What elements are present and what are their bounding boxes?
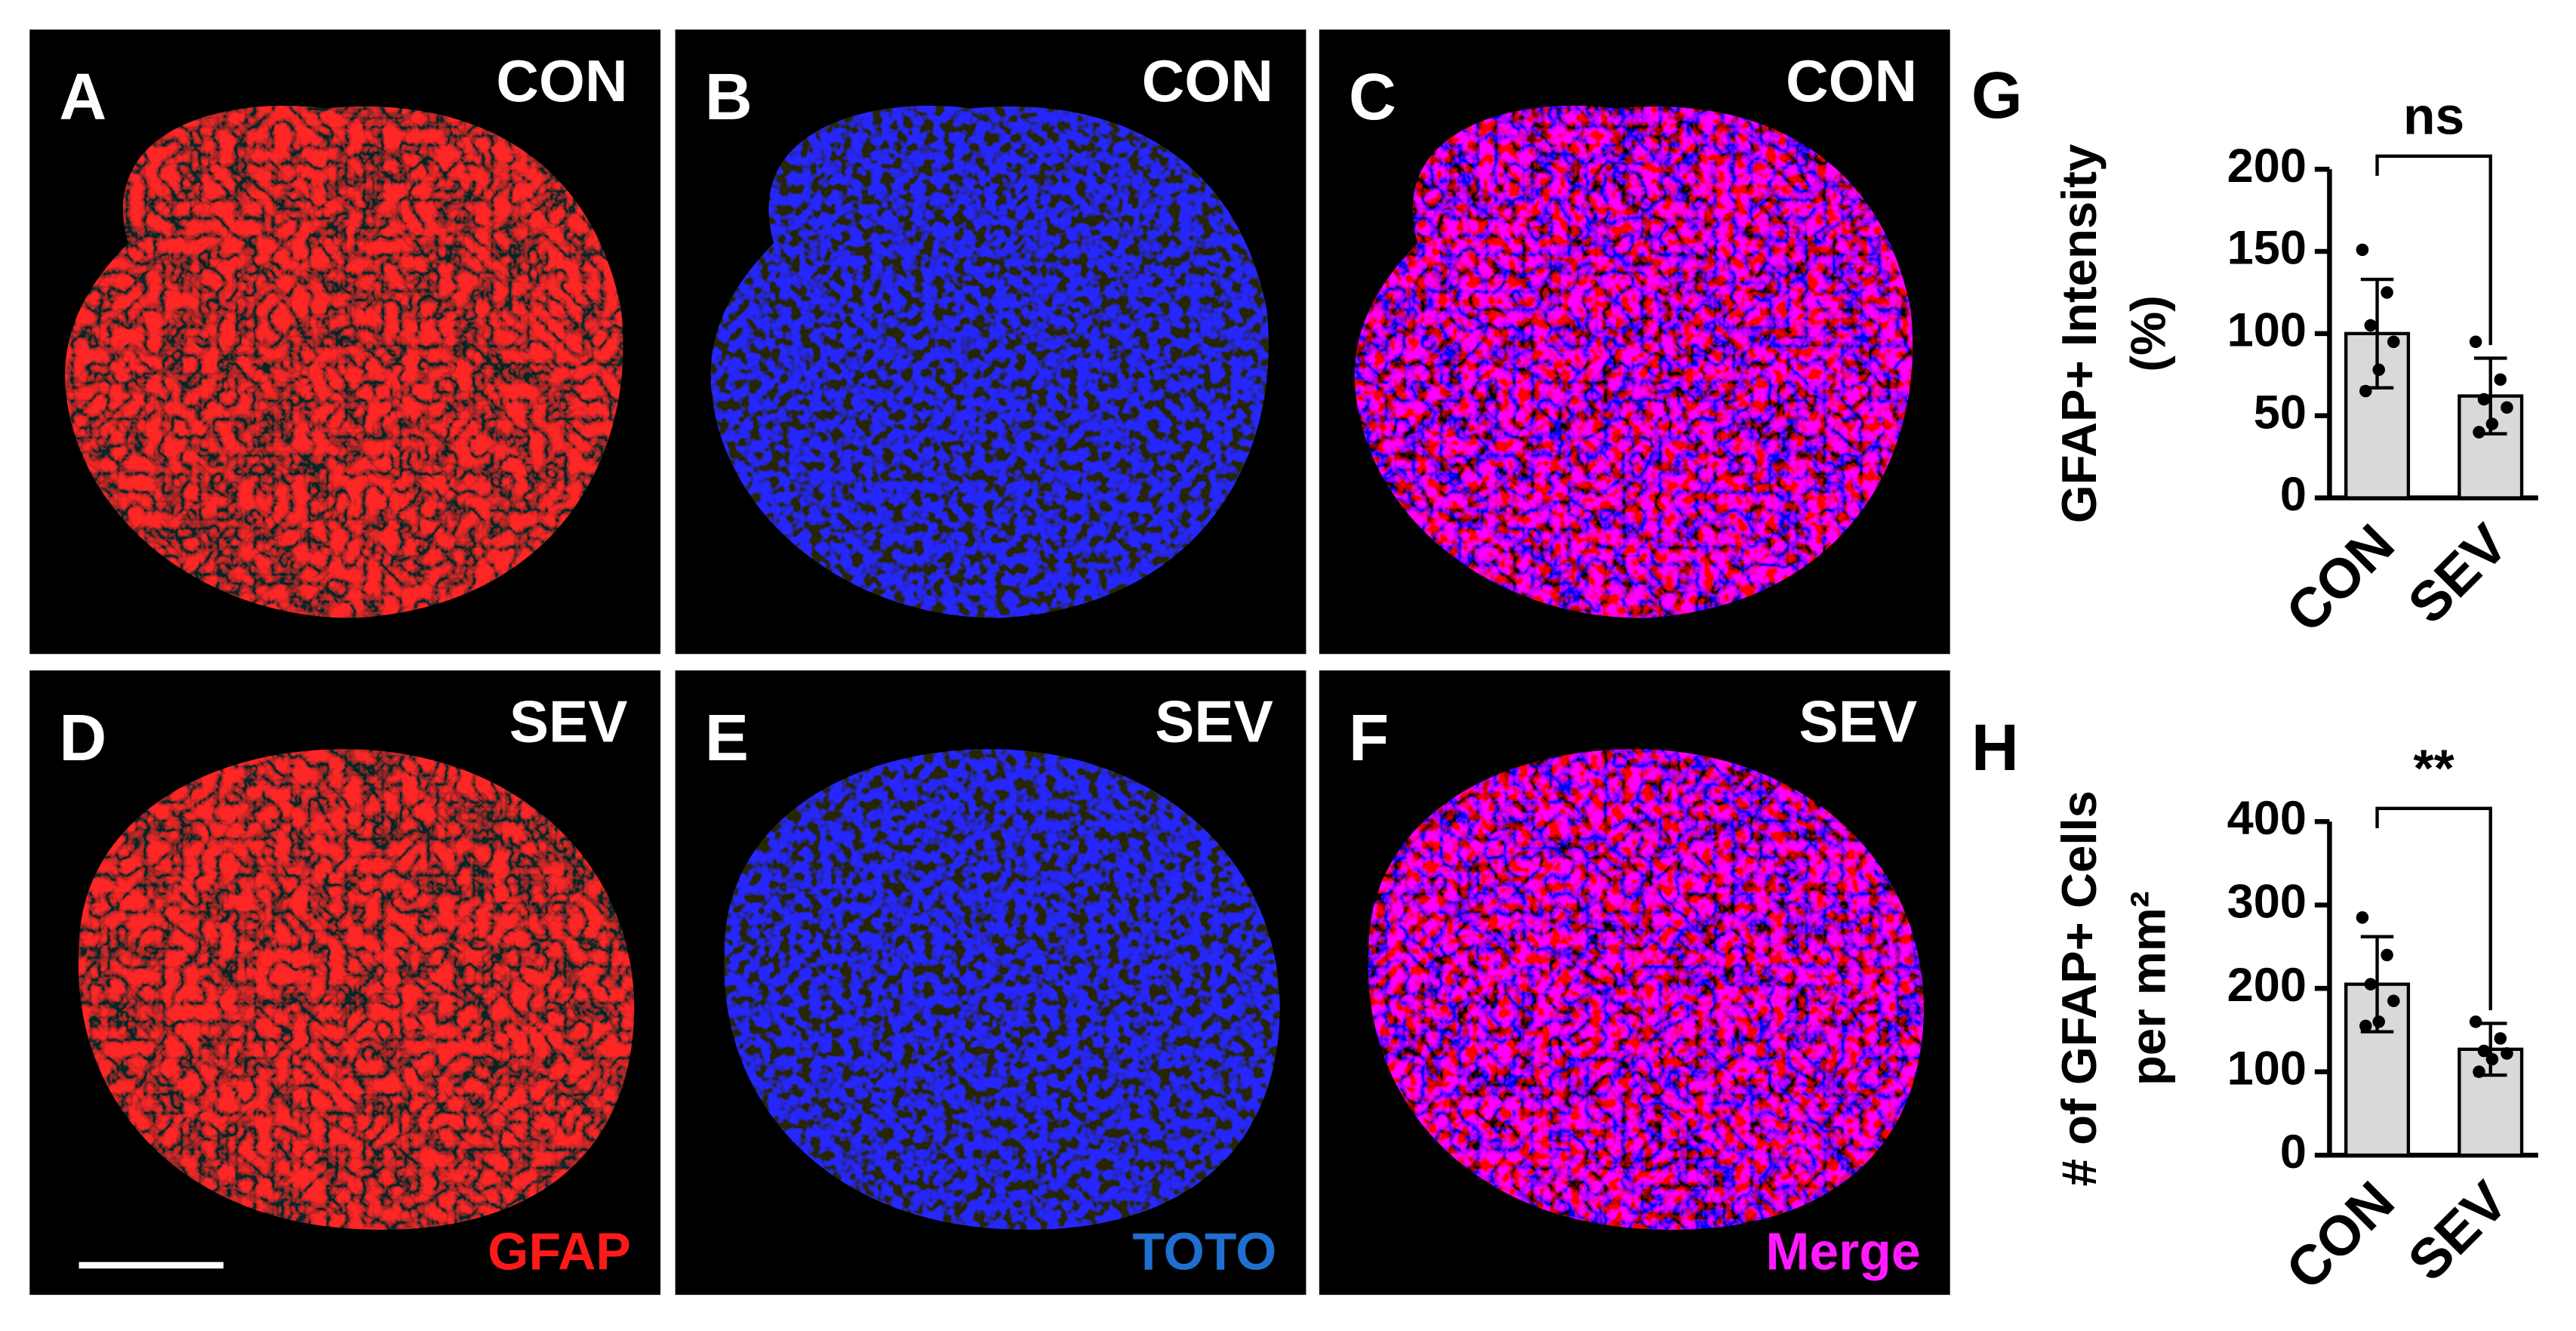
y-tick-label: 150 <box>2227 222 2307 275</box>
data-point <box>2364 978 2377 991</box>
data-point <box>2494 1032 2507 1045</box>
condition-label: CON <box>1142 48 1273 114</box>
significance-bracket <box>2375 154 2492 346</box>
tissue-image <box>78 749 635 1230</box>
tissue-image <box>65 106 623 618</box>
x-tick-label: SEV <box>2396 1169 2519 1292</box>
y-axis-label: GFAP+ Intensity <box>2051 144 2107 523</box>
significance-label: ns <box>2403 86 2464 145</box>
data-point <box>2485 1052 2499 1066</box>
panel-letter: D <box>59 701 106 775</box>
panel-letter: A <box>59 60 106 134</box>
data-point <box>2477 1044 2491 1058</box>
stain-label: GFAP <box>488 1222 631 1280</box>
significance-label: ** <box>2414 738 2455 797</box>
data-point <box>2359 384 2372 398</box>
data-point <box>2473 1065 2485 1078</box>
data-point <box>2364 319 2377 332</box>
data-point <box>2485 417 2499 430</box>
data-point <box>2356 911 2369 924</box>
x-tick-label: CON <box>2274 512 2406 644</box>
tissue-image <box>1354 106 1913 618</box>
data-point <box>2387 335 2400 348</box>
data-point <box>2473 426 2485 439</box>
data-point <box>2381 286 2393 299</box>
stain-label: TOTO <box>1132 1222 1276 1280</box>
data-point <box>2469 1015 2482 1028</box>
data-point <box>2469 335 2482 348</box>
image-panels: A CON B CON C CON D SEV GFAP E SEV TOTO F SEV Merge <box>29 29 1950 1296</box>
data-point <box>2381 948 2393 962</box>
significance-bracket <box>2375 806 2492 1011</box>
data-point <box>2501 1047 2513 1060</box>
y-axis-label: (%) <box>2121 295 2176 372</box>
condition-label: SEV <box>509 689 628 755</box>
condition-label: SEV <box>1155 689 1273 755</box>
panel-letter: F <box>1349 701 1389 775</box>
y-tick-label: 0 <box>2280 1126 2307 1178</box>
panel-letter: G <box>1971 59 2023 132</box>
panel-letter: H <box>1971 711 2019 784</box>
panel-letter: E <box>705 701 749 775</box>
y-tick-label: 0 <box>2280 468 2307 521</box>
data-point <box>2494 373 2507 387</box>
y-tick-label: 50 <box>2254 386 2307 439</box>
panel-letter: C <box>1349 60 1396 134</box>
tissue-image <box>710 106 1269 618</box>
y-axis-label: per mm² <box>2121 891 2176 1086</box>
panel-letter: B <box>705 60 752 134</box>
x-tick-label: CON <box>2274 1169 2406 1302</box>
data-point <box>2359 1019 2372 1033</box>
data-point <box>2477 393 2491 406</box>
condition-label: SEV <box>1799 689 1917 755</box>
data-point <box>2501 401 2513 414</box>
y-tick-label: 100 <box>2227 304 2307 357</box>
condition-label: CON <box>496 48 627 114</box>
y-tick-label: 200 <box>2227 140 2307 193</box>
data-point <box>2372 1015 2385 1028</box>
y-tick-label: 300 <box>2227 875 2307 928</box>
data-point <box>2356 243 2369 257</box>
tissue-image <box>1368 749 1924 1230</box>
data-point <box>2387 994 2400 1008</box>
y-tick-label: 100 <box>2227 1042 2307 1095</box>
x-tick-label: SEV <box>2396 512 2519 635</box>
stain-label: Merge <box>1765 1222 1920 1280</box>
y-axis-label: # of GFAP+ Cells <box>2051 790 2107 1186</box>
tissue-image <box>724 749 1280 1230</box>
y-tick-label: 400 <box>2227 792 2307 845</box>
y-tick-label: 200 <box>2227 959 2307 1012</box>
data-point <box>2372 363 2385 376</box>
condition-label: CON <box>1786 48 1917 114</box>
